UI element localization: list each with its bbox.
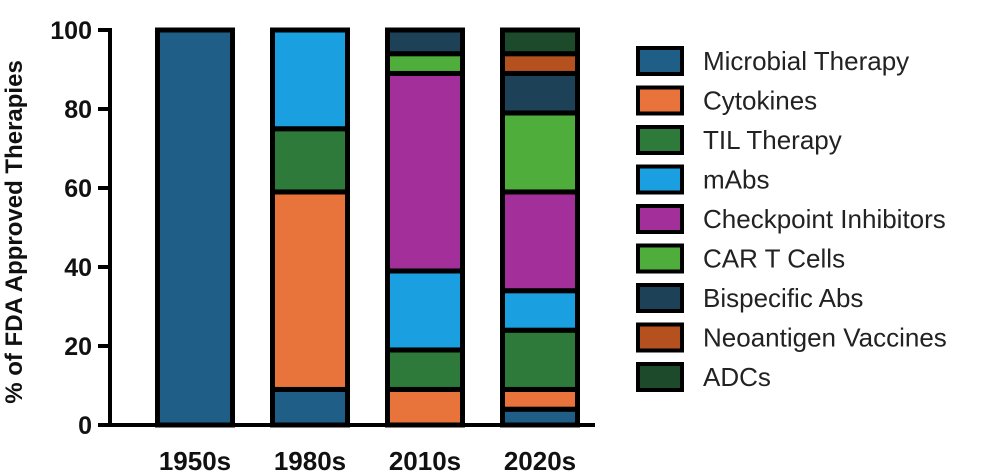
bar-segment <box>500 70 580 116</box>
bars <box>155 27 580 428</box>
legend-label: ADCs <box>703 362 771 392</box>
x-tick-label: 2020s <box>504 446 576 475</box>
y-axis-label: % of FDA Approved Therapies <box>1 60 28 404</box>
bar-segment <box>385 386 465 428</box>
legend-label: TIL Therapy <box>703 125 842 155</box>
y-tick-label: 80 <box>64 96 92 124</box>
legend-swatch <box>636 322 684 353</box>
legend-label: CAR T Cells <box>703 244 845 274</box>
legend-swatch <box>636 46 684 76</box>
bar-segment <box>500 386 580 412</box>
legend-label: Cytokines <box>703 86 817 116</box>
legend-swatch <box>636 204 684 234</box>
legend-label: mAbs <box>703 165 769 195</box>
legend-swatch <box>636 362 684 392</box>
bar-segment <box>500 327 580 392</box>
bar-segment <box>270 386 350 428</box>
bar-segment <box>500 189 580 294</box>
legend-swatch <box>636 243 684 274</box>
bar-segment <box>500 110 580 195</box>
legend-label: Bispecific Abs <box>703 283 863 313</box>
x-tick-label: 1980s <box>274 446 346 475</box>
bar-segment <box>385 27 465 57</box>
x-tick-label: 1950s <box>159 446 231 475</box>
legend: Microbial Therapy Cytokines TIL Therapy mAb… <box>636 46 947 392</box>
bar-segment <box>270 189 350 392</box>
legend-swatch <box>636 125 684 155</box>
bar-segment <box>270 126 350 195</box>
bar-segment <box>385 347 465 392</box>
x-ticks: 1950s 1980s 2010s 2020s <box>159 446 576 475</box>
legend-label: Checkpoint Inhibitors <box>703 204 946 234</box>
legend-swatch <box>636 85 684 116</box>
y-tick-label: 20 <box>64 333 92 361</box>
y-tick-label: 100 <box>50 17 92 45</box>
bar-segment <box>500 51 580 76</box>
bar-segment <box>500 27 580 57</box>
y-tick-label: 60 <box>64 175 92 203</box>
y-tick-label: 40 <box>64 254 92 282</box>
bar-segment <box>385 51 465 76</box>
bar-segment <box>385 268 465 353</box>
bar-segment <box>155 27 235 428</box>
y-tick-label: 0 <box>78 412 92 440</box>
x-tick-label: 2010s <box>389 446 461 475</box>
legend-swatch <box>636 164 684 195</box>
bar-segment <box>500 288 580 333</box>
legend-label: Neoantigen Vaccines <box>703 323 947 353</box>
legend-label: Microbial Therapy <box>703 46 909 76</box>
legend-swatch <box>636 283 684 313</box>
bar-segment <box>270 27 350 132</box>
bar-segment <box>385 70 465 274</box>
y-ticks: 0 20 40 60 80 100 <box>50 17 110 440</box>
